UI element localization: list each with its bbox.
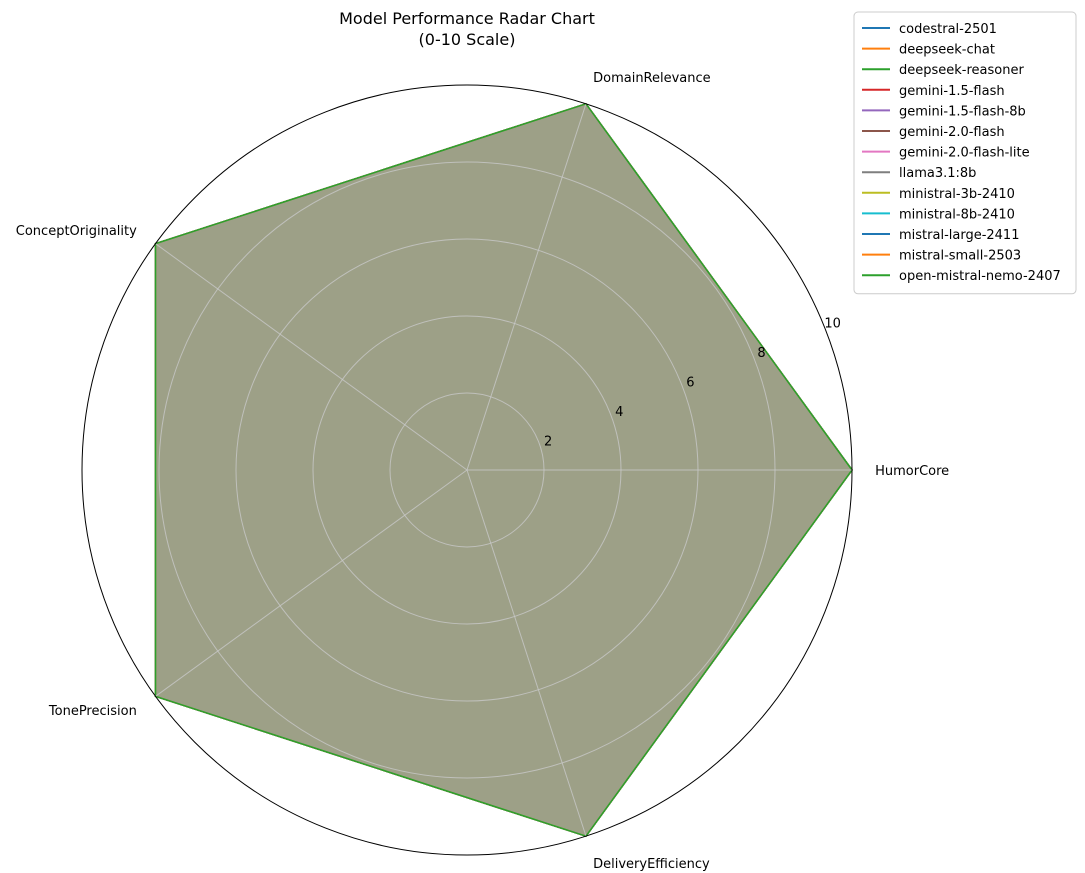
axis-label: HumorCore	[875, 464, 949, 479]
plot-outer-border	[81, 84, 853, 856]
legend-label: llama3.1:8b	[899, 166, 976, 181]
legend-label: gemini-1.5-flash	[899, 84, 1005, 99]
chart-title: Model Performance Radar Chart	[339, 9, 595, 28]
legend: codestral-2501 deepseek-chat deepseek-reas…	[853, 11, 1077, 295]
legend-label: deepseek-chat	[899, 43, 995, 58]
r-tick-label: 4	[615, 405, 623, 420]
legend-label: open-mistral-nemo-2407	[899, 269, 1061, 284]
grid-spoke-4	[466, 469, 587, 837]
axis-label: TonePrecision	[48, 704, 137, 719]
legend-label: gemini-2.0-flash	[899, 125, 1005, 140]
chart-subtitle: (0-10 Scale)	[419, 30, 516, 49]
axis-label: DomainRelevance	[593, 71, 711, 86]
grid-layer	[155, 103, 852, 837]
legend-items: codestral-2501 deepseek-chat deepseek-reas…	[862, 22, 1061, 284]
grid-spoke-3	[155, 469, 468, 697]
r-tick-label: 8	[757, 346, 765, 361]
label-layer: 2 4 6 8 10 HumorCore DomainRelevance ConceptOri…	[16, 71, 949, 872]
r-tick-label: 6	[686, 376, 694, 391]
r-tick-label: 10	[824, 317, 841, 332]
legend-box	[853, 11, 1077, 295]
plot-area: 2 4 6 8 10 HumorCore DomainRelevance ConceptOri…	[16, 71, 949, 872]
legend-label: codestral-2501	[899, 22, 997, 37]
grid-spoke-1	[466, 103, 587, 471]
legend-label: deepseek-reasoner	[899, 63, 1024, 78]
legend-label: mistral-small-2503	[899, 249, 1021, 264]
legend-label: gemini-2.0-flash-lite	[899, 146, 1030, 161]
grid-spoke-2	[155, 243, 468, 471]
legend-label: ministral-3b-2410	[899, 187, 1015, 202]
legend-label: ministral-8b-2410	[899, 207, 1015, 222]
axis-label: ConceptOriginality	[16, 224, 137, 239]
legend-label: gemini-1.5-flash-8b	[899, 104, 1026, 119]
r-tick-label: 2	[544, 435, 552, 450]
legend-label: mistral-large-2411	[899, 228, 1019, 243]
axis-label: DeliveryEfficiency	[593, 857, 710, 872]
